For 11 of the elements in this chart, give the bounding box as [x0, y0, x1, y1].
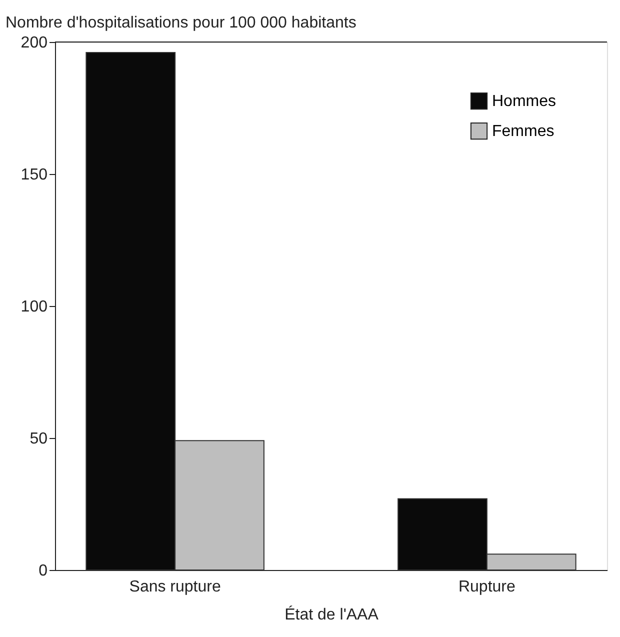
y-tick-label: 0 — [38, 562, 48, 580]
legend-label: Hommes — [492, 93, 556, 110]
x-tick-label: Rupture — [458, 578, 516, 596]
y-tick-label: 150 — [20, 166, 48, 184]
y-tick-label: 100 — [20, 298, 48, 316]
y-tick-label: 50 — [30, 430, 48, 448]
legend-label: Femmes — [492, 123, 554, 140]
y-axis-title: Nombre d'hospitalisations pour 100 000 habitants — [6, 14, 356, 32]
x-axis-title: État de l'AAA — [284, 606, 379, 624]
x-tick-label: Sans rupture — [129, 578, 221, 596]
y-tick-label: 200 — [20, 34, 48, 52]
